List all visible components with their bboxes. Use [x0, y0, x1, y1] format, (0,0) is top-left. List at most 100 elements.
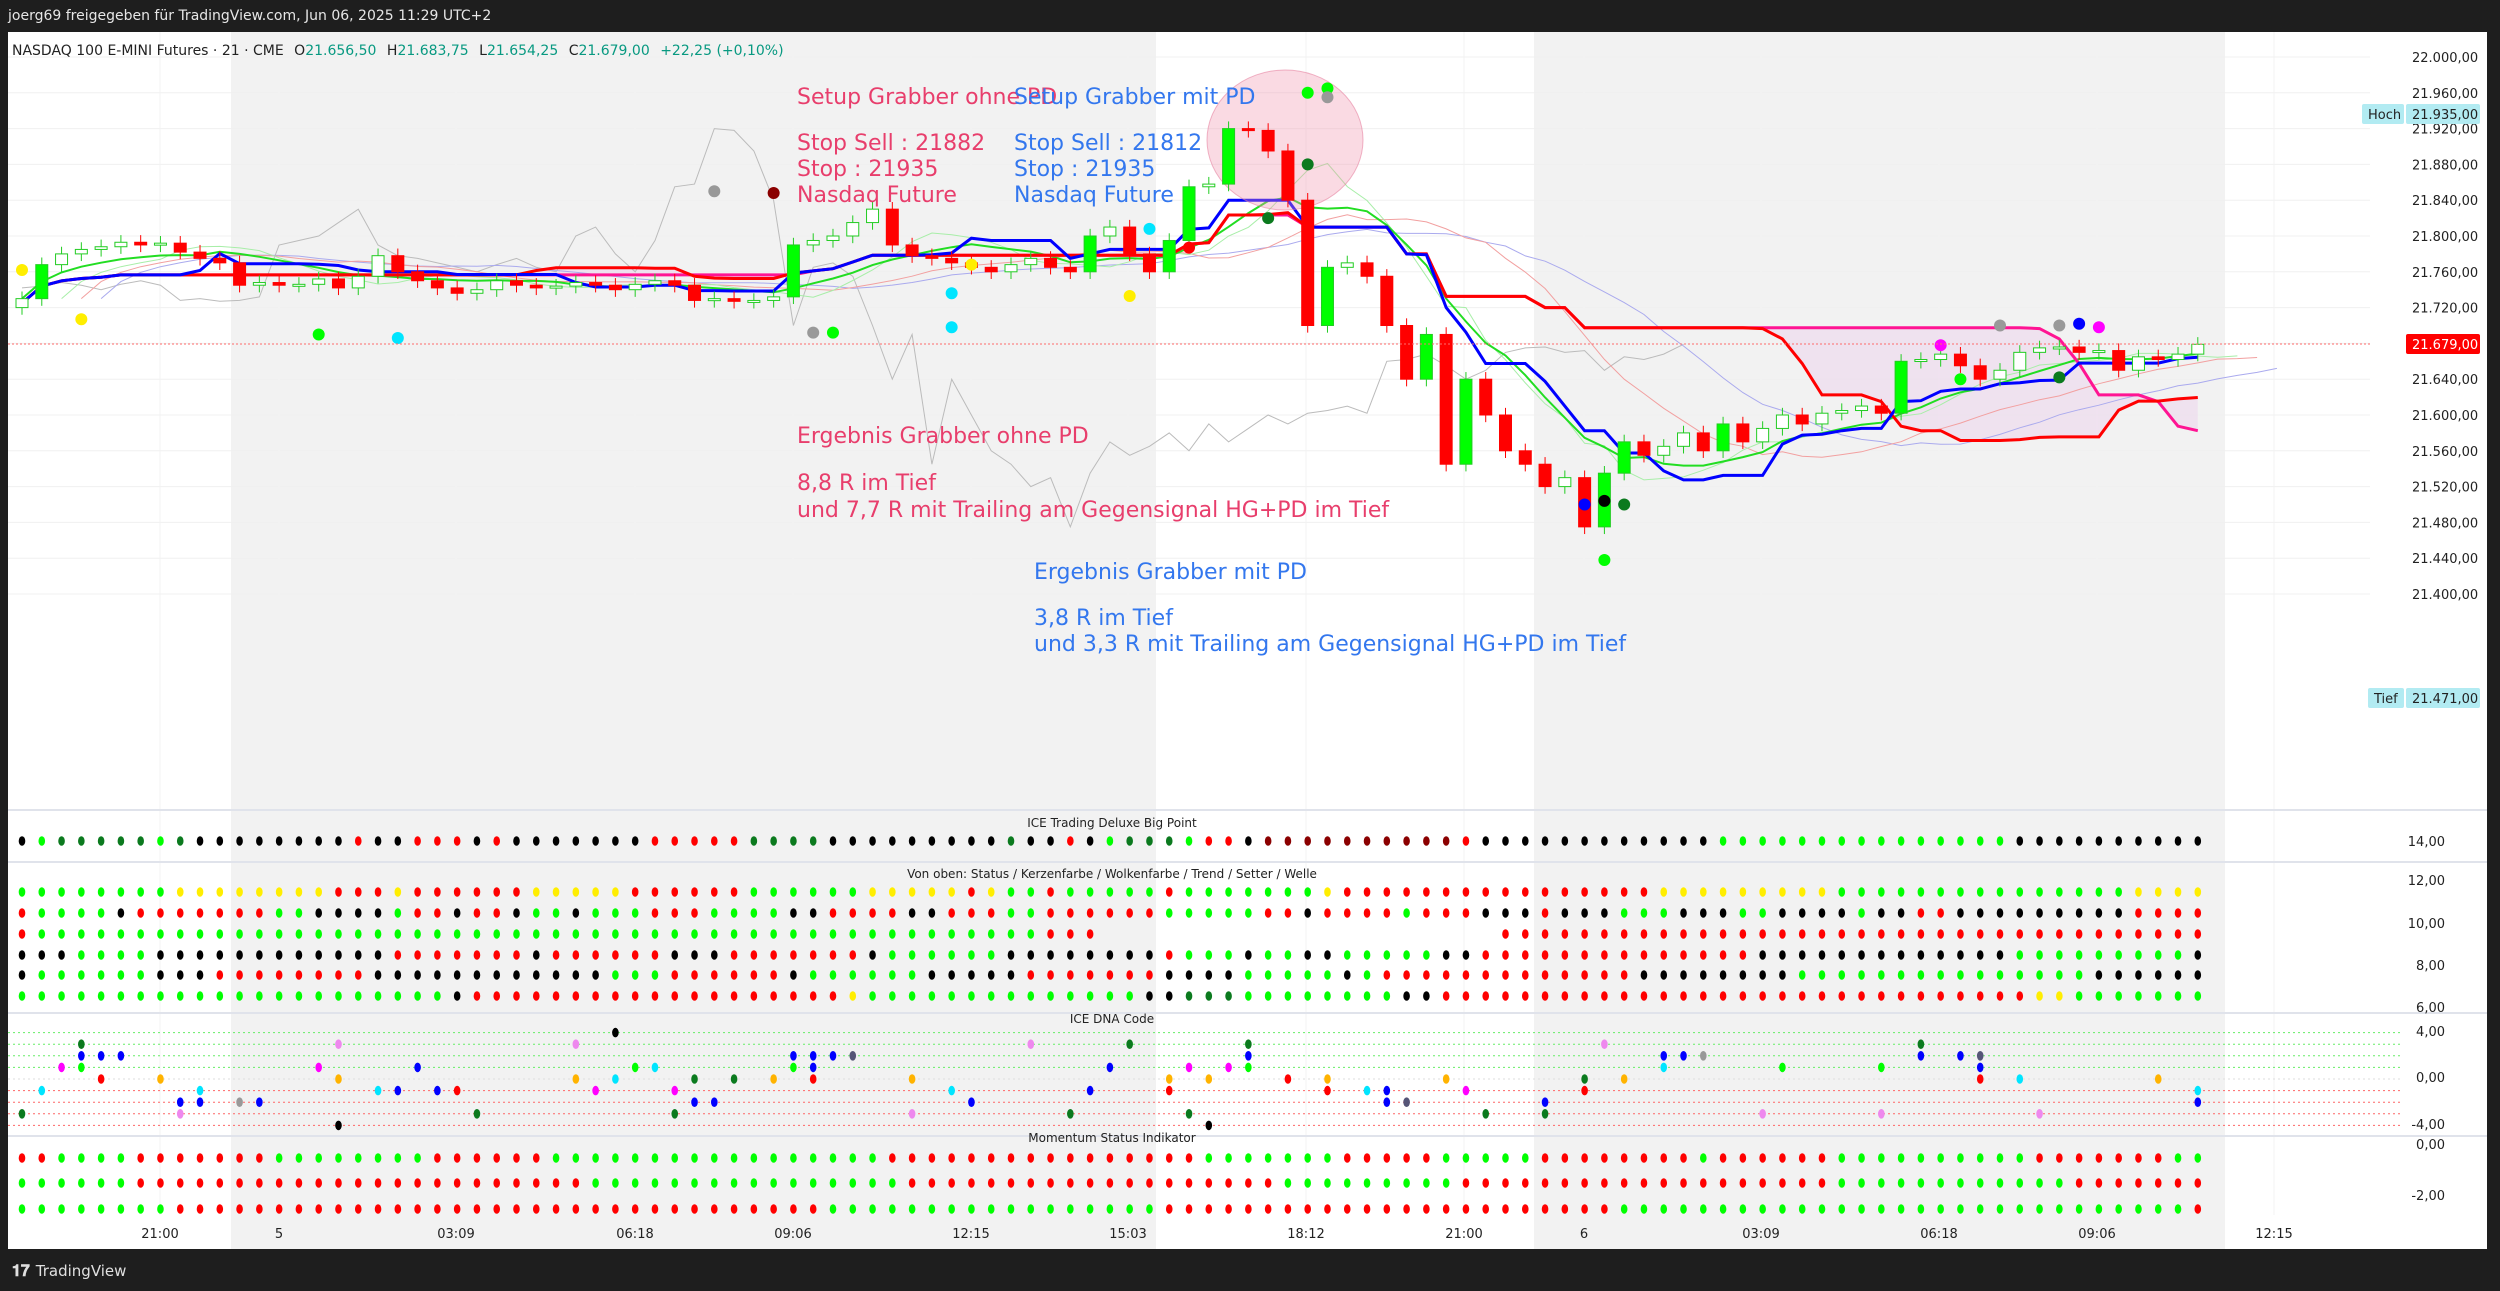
dna-dot — [1245, 1051, 1252, 1061]
momentum-dot-row-2 — [176, 1178, 184, 1188]
status-dot-row-6 — [295, 991, 303, 1001]
status-dot-row-5 — [1640, 970, 1648, 980]
share-header: joerg69 freigegeben für TradingView.com,… — [0, 0, 2500, 32]
status-dot-row-5 — [2115, 970, 2122, 980]
momentum-dot-row-2 — [1403, 1178, 1410, 1188]
momentum-dot-row-1 — [1442, 1153, 1450, 1163]
big-point-dot — [1146, 836, 1153, 846]
status-dot-row-1 — [1086, 887, 1094, 897]
status-dot-row-2 — [18, 908, 26, 918]
status-dot-row-3 — [2095, 929, 2103, 939]
status-dot-row-6 — [1502, 991, 1509, 1001]
candle-body — [1419, 333, 1433, 380]
dna-dot — [572, 1074, 580, 1084]
momentum-dot-row-3 — [1205, 1204, 1213, 1214]
legend-close: 21.679,00 — [578, 43, 649, 59]
candle — [233, 255, 247, 293]
big-point-dot — [1225, 836, 1232, 846]
big-point-dot — [157, 836, 164, 846]
momentum-dot-row-1 — [612, 1153, 619, 1163]
momentum-dot-row-1 — [2194, 1153, 2202, 1163]
status-dot-row-2 — [948, 908, 955, 918]
status-dot-row-2 — [889, 908, 896, 918]
status-dot-row-6 — [908, 991, 916, 1001]
time-axis[interactable]: 21:00 5 03:09 06:18 09:06 12:15 15:03 18:12 21:0… — [141, 1227, 2292, 1242]
status-dot-row-2 — [1521, 908, 1529, 918]
signal-marker — [2053, 371, 2066, 384]
big-point-dot — [889, 836, 896, 846]
candle-body — [470, 289, 484, 294]
status-dot-row-2 — [117, 908, 125, 918]
status-dot-row-6 — [176, 991, 184, 1001]
tradingview-logo[interactable]: 𝟏𝟕 TradingView — [12, 1261, 126, 1281]
big-point-dot — [275, 836, 283, 846]
candle — [1419, 327, 1433, 387]
status-dot-row-5 — [1521, 970, 1529, 980]
status-dot-row-2 — [1660, 908, 1668, 918]
candle — [885, 201, 899, 253]
status-dot-row-3 — [493, 929, 501, 939]
status-dot-row-4 — [2194, 950, 2202, 960]
dna-dot — [335, 1120, 342, 1131]
status-dot-row-1 — [869, 887, 876, 897]
momentum-dot-row-1 — [1146, 1153, 1153, 1163]
momentum-dot-row-1 — [1838, 1153, 1846, 1163]
annotation-mit-result-2: und 3,3 R mit Trailing am Gegensignal HG… — [1034, 632, 1627, 657]
status-dot-row-6 — [354, 991, 362, 1001]
momentum-dot-row-2 — [1640, 1178, 1648, 1188]
dna-dot — [256, 1097, 263, 1107]
status-dot-row-4 — [1146, 950, 1153, 960]
status-dot-row-1 — [1858, 887, 1865, 897]
momentum-dot-row-1 — [1165, 1153, 1173, 1163]
momentum-dot-row-1 — [453, 1153, 461, 1163]
candle — [688, 278, 702, 308]
momentum-dot-row-2 — [2154, 1178, 2162, 1188]
status-dot-row-2 — [1541, 908, 1549, 918]
dna-dot — [1205, 1074, 1213, 1084]
right-edge — [2487, 32, 2500, 1249]
big-point-dot — [829, 836, 837, 846]
status-dot-row-4 — [631, 950, 639, 960]
candle — [1261, 123, 1275, 159]
candle — [430, 273, 444, 296]
candle-body — [312, 278, 326, 285]
status-dot-row-1 — [137, 887, 144, 897]
status-dot-row-4 — [453, 950, 461, 960]
status-dot-row-1 — [1581, 887, 1588, 897]
status-dot-row-1 — [889, 887, 896, 897]
dna-dot — [1660, 1062, 1668, 1073]
last-price-label: 21.679,00 — [2406, 334, 2480, 354]
annotation-result-mit-pd[interactable]: Ergebnis Grabber mit PD 3,8 R im Tief un… — [1034, 560, 1627, 657]
status-dot-row-3 — [97, 929, 105, 939]
candle — [2092, 343, 2106, 360]
momentum-dot-row-3 — [928, 1204, 936, 1214]
dna-dot — [790, 1062, 797, 1073]
status-dot-row-1 — [335, 887, 342, 897]
momentum-dot-row-3 — [1106, 1204, 1114, 1214]
momentum-dot-row-2 — [1976, 1178, 1984, 1188]
status-dot-row-1 — [1106, 887, 1114, 897]
candle — [1222, 121, 1236, 192]
price-axis[interactable]: 22.000,0021.960,0021.920,0021.880,0021.8… — [2412, 51, 2478, 603]
annotation-setup-mit-pd[interactable]: Setup Grabber mit PD Stop Sell : 21812 S… — [1014, 85, 1255, 208]
status-dot-row-6 — [453, 991, 461, 1001]
annotation-result-ohne-pd[interactable]: Ergebnis Grabber ohne PD 8,8 R im Tief u… — [797, 424, 1390, 523]
big-point-dot — [1680, 836, 1687, 846]
momentum-dot-row-2 — [2036, 1178, 2043, 1188]
time-tick-label: 6 — [1580, 1227, 1588, 1242]
status-dot-row-1 — [770, 887, 777, 897]
big-point-dot — [1205, 836, 1213, 846]
status-dot-row-1 — [1363, 887, 1371, 897]
status-dot-row-3 — [354, 929, 362, 939]
candle-body — [727, 298, 741, 302]
annotation-setup-ohne-pd[interactable]: Setup Grabber ohne PD Stop Sell : 21882 … — [797, 85, 1057, 208]
status-dot-row-5 — [1601, 970, 1608, 980]
highlight-circle — [1206, 69, 1364, 211]
momentum-dot-row-3 — [2135, 1204, 2142, 1214]
momentum-dot-row-3 — [1126, 1204, 1133, 1214]
status-dot-row-3 — [1086, 929, 1094, 939]
status-dot-row-4 — [1324, 950, 1331, 960]
candle-body — [15, 298, 29, 309]
big-point-dot — [1917, 836, 1925, 846]
